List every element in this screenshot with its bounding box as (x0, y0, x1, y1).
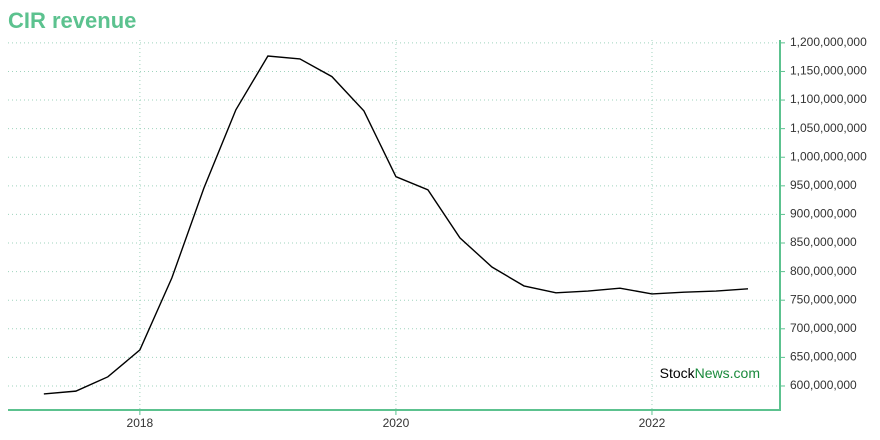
line-series (43, 55, 749, 395)
watermark-part: News.com (695, 365, 760, 381)
watermark: StockNews.com (660, 365, 760, 381)
y-tick-label: 850,000,000 (790, 235, 857, 249)
y-tick-label: 1,150,000,000 (790, 64, 867, 78)
y-tick-label: 950,000,000 (790, 178, 857, 192)
watermark-part: Stock (660, 365, 696, 381)
y-tick-label: 700,000,000 (790, 321, 857, 335)
chart-title: CIR revenue (8, 8, 136, 33)
y-tick-label: 750,000,000 (790, 292, 857, 306)
y-tick-label: 1,050,000,000 (790, 121, 867, 135)
y-tick-label: 1,200,000,000 (790, 35, 867, 49)
x-tick-label: 2020 (383, 416, 410, 430)
x-tick-label: 2022 (639, 416, 666, 430)
y-tick-label: 900,000,000 (790, 207, 857, 221)
y-tick-label: 800,000,000 (790, 264, 857, 278)
y-tick-label: 650,000,000 (790, 350, 857, 364)
y-tick-label: 1,000,000,000 (790, 149, 867, 163)
y-tick-label: 600,000,000 (790, 378, 857, 392)
y-tick-label: 1,100,000,000 (790, 92, 867, 106)
x-tick-label: 2018 (127, 416, 154, 430)
